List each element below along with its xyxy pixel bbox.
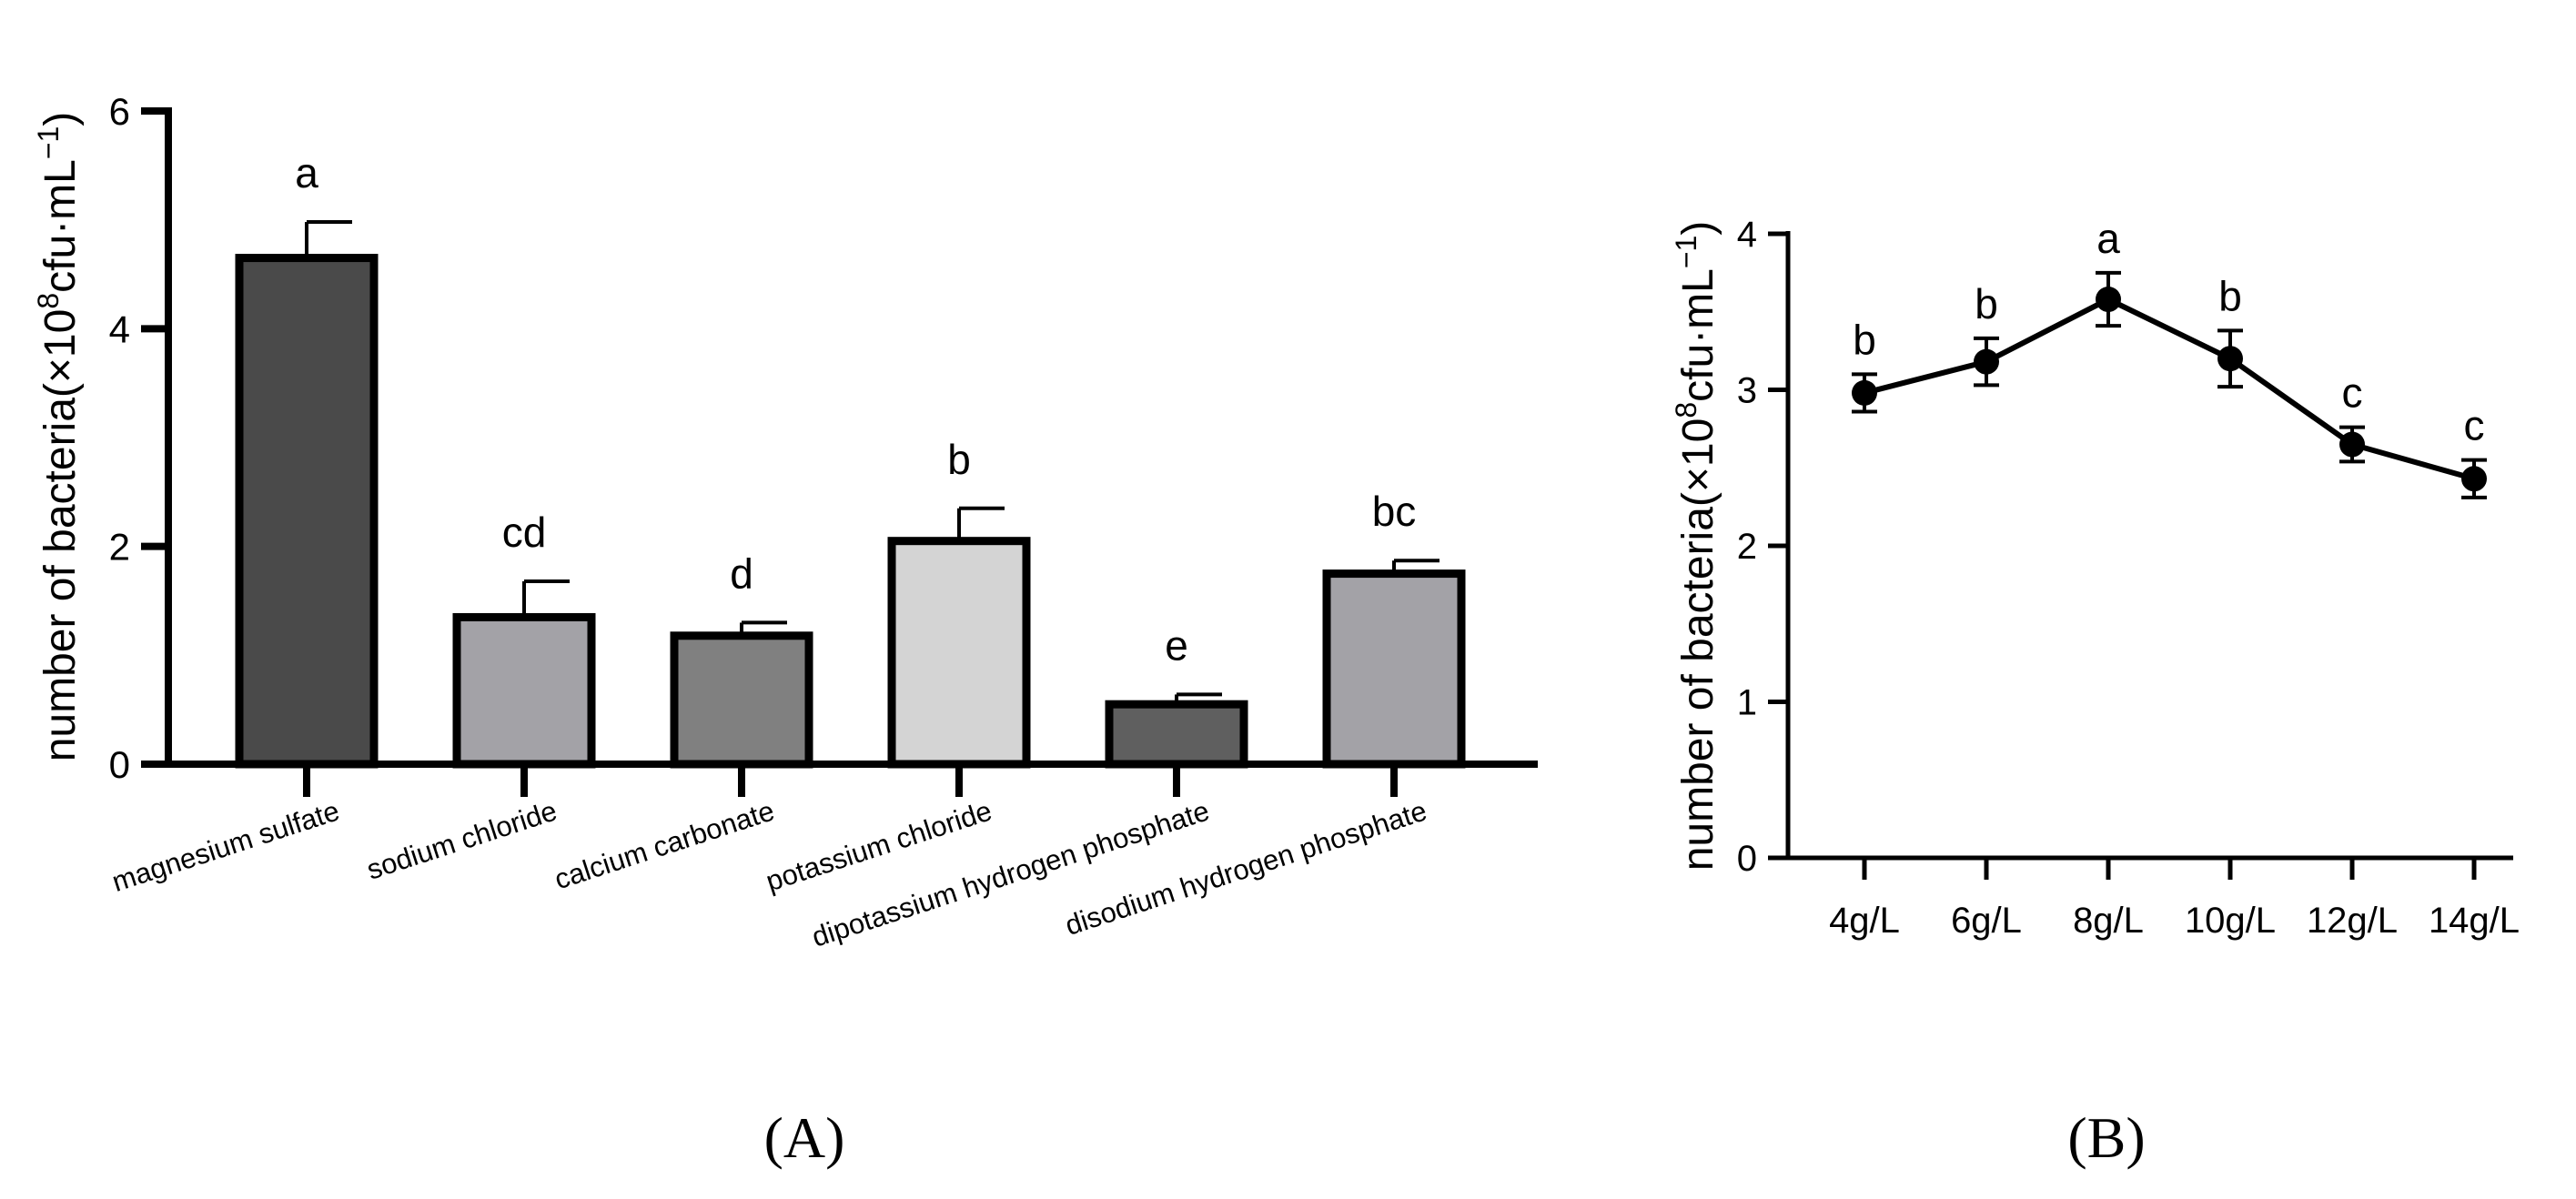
y-tick-label: 4 (109, 307, 130, 350)
y-tick-label: 6 (109, 90, 130, 133)
y-axis-label: number of bacteria(×108cfu·mL−1) (1670, 221, 1722, 872)
panel-label-a: (A) (764, 1105, 845, 1170)
x-tick-label: magnesium sulfate (108, 794, 343, 898)
x-tick-label: 14g/L (2429, 901, 2520, 941)
x-tick-label: dipotassium hydrogen phosphate (808, 794, 1213, 952)
y-tick-label: 0 (109, 743, 130, 786)
bar (670, 631, 813, 769)
bar (1322, 569, 1466, 769)
significance-letter: a (295, 149, 318, 196)
significance-letter: d (730, 549, 753, 597)
x-tick-label: 4g/L (1829, 901, 1900, 941)
chart-a: 0 2 4 6 a magnesium sulfate cd sodium chloride d… (32, 90, 1538, 953)
data-point (1974, 348, 1999, 375)
y-axis-label: number of bacteria(×108cfu·mL−1) (32, 112, 85, 762)
x-tick-label: 10g/L (2185, 901, 2276, 941)
y-tick-label: 2 (109, 526, 130, 569)
significance-letter: cd (502, 509, 547, 556)
bar (235, 254, 379, 769)
significance-letter: b (1975, 280, 1998, 327)
data-point (2461, 466, 2487, 492)
x-tick-label: 6g/L (1951, 901, 2022, 941)
x-tick-label: calcium carbonate (551, 794, 778, 895)
data-point (1852, 379, 1877, 406)
series-line (1864, 296, 2475, 482)
significance-letter: b (2218, 272, 2242, 319)
y-tick-label: 2 (1737, 527, 1757, 567)
significance-letter: bc (1372, 488, 1417, 535)
panel-label-b: (B) (2067, 1105, 2145, 1170)
significance-letter: b (947, 436, 971, 483)
significance-letter: c (2342, 369, 2363, 417)
y-tick-label: 4 (1737, 215, 1757, 255)
x-tick-label: sodium chloride (363, 794, 561, 885)
data-point (2217, 346, 2243, 372)
significance-letter: c (2464, 402, 2485, 449)
bar (1105, 700, 1248, 769)
bar (887, 537, 1031, 769)
significance-letter: a (2096, 215, 2120, 262)
chart-b: 0 1 2 3 4 b 4g/L b 6g/L a 8g/L b 10g/L c 12g/L c 14g/L nu… (1670, 215, 2520, 941)
y-tick-label: 3 (1737, 371, 1757, 411)
data-point (2339, 431, 2365, 458)
significance-letter: e (1165, 621, 1188, 669)
x-tick-label: 8g/L (2073, 901, 2144, 941)
data-point (2096, 287, 2121, 313)
bar (452, 612, 596, 769)
y-tick-label: 1 (1737, 683, 1757, 723)
x-tick-label: disodium hydrogen phosphate (1061, 794, 1430, 942)
x-tick-label: 12g/L (2307, 901, 2398, 941)
significance-letter: b (1853, 316, 1876, 363)
y-tick-label: 0 (1737, 839, 1757, 879)
